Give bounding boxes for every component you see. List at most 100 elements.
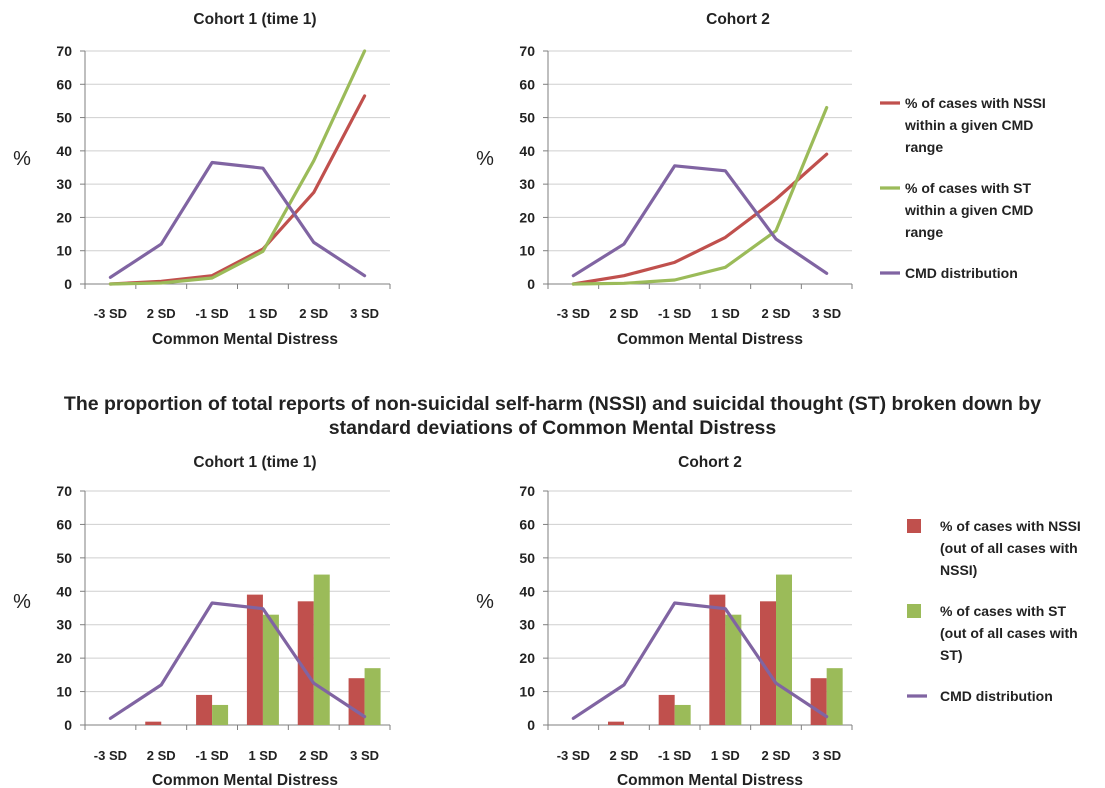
legend-label: (out of all cases with — [940, 625, 1078, 641]
x-axis-label: Common Mental Distress — [152, 772, 338, 788]
y-tick-label: 0 — [64, 276, 72, 292]
bar — [262, 614, 279, 725]
legend-label: within a given CMD — [904, 202, 1033, 218]
y-tick-label: 10 — [56, 684, 72, 700]
y-tick-label: 20 — [56, 209, 72, 225]
y-tick-label: 40 — [56, 583, 72, 599]
chart-4: Cohort 2 0 10 20 30 40 50 60 70 -3 SD 2 SD -1 SD 1 S… — [476, 454, 853, 788]
chart-title: Cohort 2 — [706, 11, 770, 28]
y-axis-label: % — [476, 148, 494, 170]
y-axis-label: % — [13, 148, 31, 170]
series-line — [571, 601, 829, 720]
x-tick-label: 2 SD — [762, 306, 791, 321]
y-tick-label: 0 — [527, 717, 535, 733]
y-axis-label: % — [476, 591, 494, 613]
y-tick-label: 0 — [64, 717, 72, 733]
y-tick-label: 10 — [56, 243, 72, 259]
section-title-line-1: The proportion of total reports of non-s… — [63, 393, 1042, 415]
bar — [725, 614, 742, 725]
y-tick-label: 40 — [56, 143, 72, 159]
section-title-line-2: standard deviations of Common Mental Dis… — [328, 417, 777, 439]
bar — [674, 704, 691, 725]
x-tick-label: 1 SD — [711, 748, 740, 763]
legend-box-swatch — [907, 519, 921, 533]
series-line — [571, 152, 829, 286]
x-axis-label: Common Mental Distress — [617, 772, 803, 788]
chart-1: Cohort 1 (time 1) 0 10 20 30 40 50 60 70 -3 SD 2 S… — [13, 11, 391, 348]
y-tick-label: 20 — [519, 650, 535, 666]
legend-label: CMD distribution — [905, 265, 1018, 281]
y-tick-label: 30 — [56, 176, 72, 192]
series-line — [108, 160, 367, 279]
x-tick-label: 2 SD — [299, 306, 328, 321]
legend-label: CMD distribution — [940, 688, 1053, 704]
x-tick-label: 1 SD — [248, 306, 277, 321]
chart-title: Cohort 1 (time 1) — [193, 11, 316, 28]
y-tick-label: 70 — [519, 483, 535, 499]
legend-label: % of cases with NSSI — [940, 518, 1081, 534]
bar — [608, 721, 624, 725]
x-tick-label: 3 SD — [350, 306, 379, 321]
y-tick-label: 30 — [519, 617, 535, 633]
legend-2: % of cases with NSSI (out of all cases wi… — [907, 518, 1081, 704]
y-tick-label: 60 — [56, 76, 72, 92]
bar — [776, 574, 792, 725]
y-tick-label: 50 — [56, 110, 72, 126]
chart-3: Cohort 1 (time 1) 0 10 20 30 40 50 60 70 -3 SD 2 S… — [13, 454, 391, 788]
x-tick-label: -3 SD — [557, 748, 590, 763]
y-tick-label: 70 — [56, 483, 72, 499]
series-line — [108, 601, 367, 720]
legend-label: % of cases with NSSI — [905, 95, 1046, 111]
legend-label: ST) — [940, 647, 963, 663]
y-tick-label: 70 — [519, 43, 535, 59]
bar — [145, 721, 162, 725]
bar — [810, 678, 827, 725]
x-tick-label: -1 SD — [195, 306, 228, 321]
y-tick-label: 70 — [56, 43, 72, 59]
y-tick-label: 40 — [519, 583, 535, 599]
x-tick-label: -3 SD — [557, 306, 590, 321]
y-axis-label: % — [13, 591, 31, 613]
legend-label: within a given CMD — [904, 117, 1033, 133]
series-line — [108, 49, 367, 286]
bar — [246, 594, 263, 725]
x-tick-label: -3 SD — [94, 306, 127, 321]
x-tick-label: 2 SD — [299, 748, 328, 763]
legend-label: % of cases with ST — [940, 603, 1066, 619]
y-tick-label: 20 — [519, 209, 535, 225]
x-tick-label: 3 SD — [350, 748, 379, 763]
y-tick-label: 30 — [519, 176, 535, 192]
series-line — [571, 164, 829, 278]
bar — [760, 601, 776, 725]
bar — [196, 694, 213, 725]
y-tick-label: 50 — [519, 550, 535, 566]
bar — [658, 694, 675, 725]
y-tick-label: 40 — [519, 143, 535, 159]
x-tick-label: -1 SD — [658, 748, 691, 763]
chart-title: Cohort 2 — [678, 454, 742, 471]
x-tick-label: -1 SD — [195, 748, 228, 763]
x-tick-label: 3 SD — [812, 306, 841, 321]
bar — [297, 601, 314, 725]
y-tick-label: 0 — [527, 276, 535, 292]
series-line — [108, 94, 367, 286]
y-tick-label: 60 — [56, 516, 72, 532]
legend-label: % of cases with ST — [905, 180, 1031, 196]
x-tick-label: 2 SD — [610, 306, 639, 321]
legend-1: % of cases with NSSI within a given CMD ra… — [880, 95, 1046, 281]
bar — [313, 574, 330, 725]
x-tick-label: -1 SD — [658, 306, 691, 321]
legend-label: range — [905, 224, 943, 240]
chart-2: Cohort 2 0 10 20 30 40 50 60 70 -3 SD 2 SD -1 SD 1 S… — [476, 11, 853, 348]
x-tick-label: 1 SD — [711, 306, 740, 321]
x-axis-label: Common Mental Distress — [152, 331, 338, 348]
bar — [826, 668, 843, 725]
bar — [348, 678, 365, 725]
legend-label: (out of all cases with — [940, 540, 1078, 556]
y-tick-label: 60 — [519, 76, 535, 92]
x-tick-label: 2 SD — [610, 748, 639, 763]
x-tick-label: 2 SD — [147, 748, 176, 763]
x-tick-label: -3 SD — [94, 748, 127, 763]
series-line — [571, 105, 829, 286]
